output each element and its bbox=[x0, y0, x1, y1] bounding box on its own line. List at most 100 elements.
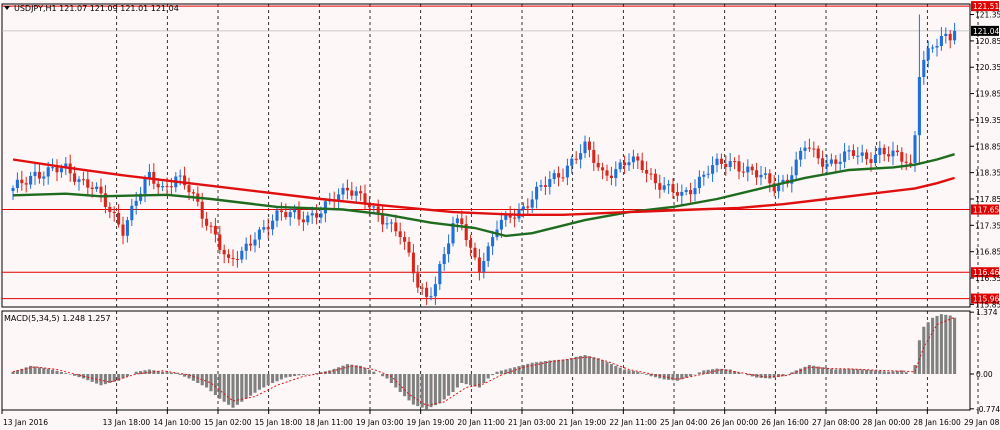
candle-body bbox=[706, 173, 710, 175]
price-label: 118.35 bbox=[975, 169, 1000, 178]
macd-info: MACD(5,34,5) 1.248 1.257 bbox=[4, 314, 111, 323]
candle-body bbox=[755, 170, 759, 178]
candle-body bbox=[363, 193, 367, 204]
candle-body bbox=[790, 175, 794, 184]
candle-body bbox=[482, 260, 486, 272]
candle-body bbox=[297, 210, 301, 220]
candle-body bbox=[777, 183, 781, 192]
candle-body bbox=[658, 183, 662, 190]
time-label: 28 Jan 00:00 bbox=[863, 418, 911, 427]
time-label: 21 Jan 19:00 bbox=[559, 418, 607, 427]
candle-body bbox=[451, 223, 455, 244]
candle-body bbox=[205, 218, 209, 226]
level-tag bbox=[971, 293, 999, 304]
candle-body bbox=[394, 222, 398, 232]
candle-body bbox=[130, 205, 134, 221]
price-label: 119.85 bbox=[975, 90, 1000, 99]
macd-indicator bbox=[11, 314, 957, 410]
time-label: 25 Jan 04:00 bbox=[660, 418, 708, 427]
time-label: 27 Jan 08:00 bbox=[812, 418, 860, 427]
level-tag-label: 116.46 bbox=[973, 268, 999, 277]
level-tag-label: 121.51 bbox=[973, 2, 999, 11]
candle-body bbox=[887, 154, 891, 157]
time-label: 19 Jan 03:00 bbox=[356, 418, 404, 427]
candle-body bbox=[460, 218, 464, 225]
candle-body bbox=[680, 191, 684, 196]
time-label: 20 Jan 11:00 bbox=[457, 418, 505, 427]
macd-signal-line bbox=[12, 316, 955, 407]
price-label: 115.85 bbox=[975, 300, 1000, 309]
dropdown-arrow-icon[interactable] bbox=[4, 6, 10, 10]
candle-body bbox=[95, 186, 99, 190]
candle-body bbox=[125, 220, 129, 236]
candle-body bbox=[469, 240, 473, 248]
candle-body bbox=[675, 192, 679, 196]
candle-body bbox=[359, 191, 363, 194]
candle-body bbox=[746, 166, 750, 173]
candle-body bbox=[433, 284, 437, 297]
price-label: 117.85 bbox=[975, 195, 1000, 204]
candle-body bbox=[526, 206, 530, 208]
candle-body bbox=[121, 224, 125, 236]
candle-body bbox=[477, 257, 481, 272]
macd-label: 1.374 bbox=[976, 308, 998, 317]
candle-body bbox=[90, 187, 94, 190]
candle-body bbox=[288, 212, 292, 218]
candle-body bbox=[693, 188, 697, 195]
level-tag bbox=[971, 267, 999, 278]
candle-body bbox=[530, 199, 534, 208]
candle-body bbox=[504, 213, 508, 220]
candle-body bbox=[684, 190, 688, 192]
ma-fast-line bbox=[12, 153, 955, 238]
candle-body bbox=[306, 215, 310, 223]
candle-body bbox=[719, 158, 723, 164]
candle-body bbox=[491, 237, 495, 247]
candle-body bbox=[869, 159, 873, 163]
candle-body bbox=[829, 159, 833, 164]
candle-body bbox=[561, 177, 565, 179]
time-label: 15 Jan 18:00 bbox=[255, 418, 303, 427]
time-label: 15 Jan 02:00 bbox=[204, 418, 252, 427]
candle-body bbox=[108, 206, 112, 212]
candle-body bbox=[169, 186, 173, 188]
candle-body bbox=[218, 234, 222, 250]
candle-body bbox=[865, 152, 869, 160]
candle-body bbox=[323, 201, 327, 214]
level-tag-label: 117.65 bbox=[973, 206, 999, 215]
candle-body bbox=[548, 179, 552, 187]
candle-body bbox=[55, 167, 59, 173]
candle-body bbox=[240, 250, 244, 260]
candle-body bbox=[51, 167, 55, 169]
candle-body bbox=[583, 141, 587, 154]
price-label: 120.85 bbox=[975, 37, 1000, 46]
candle-body bbox=[209, 225, 213, 227]
candle-body bbox=[781, 179, 785, 184]
candle-body bbox=[614, 169, 618, 179]
time-label: 29 Jan 08:00 bbox=[964, 418, 1000, 427]
candle-body bbox=[345, 187, 349, 191]
candle-body bbox=[112, 211, 116, 214]
candle-body bbox=[350, 190, 354, 196]
candle-body bbox=[662, 185, 666, 190]
candle-body bbox=[618, 162, 622, 170]
macd-label: -0.774 bbox=[976, 405, 1000, 414]
candle-body bbox=[816, 148, 820, 159]
candle-body bbox=[579, 153, 583, 160]
candle-body bbox=[605, 170, 609, 176]
candle-body bbox=[631, 156, 635, 163]
candle-body bbox=[389, 222, 393, 224]
candle-body bbox=[596, 162, 600, 168]
candle-body bbox=[403, 237, 407, 242]
candle-body bbox=[165, 186, 169, 188]
level-tag bbox=[971, 1, 999, 12]
candle-body bbox=[81, 179, 85, 181]
candle-body bbox=[750, 166, 754, 171]
candle-body bbox=[794, 159, 798, 176]
candle-body bbox=[627, 162, 631, 166]
candle-body bbox=[543, 185, 547, 187]
time-label: 18 Jan 11:00 bbox=[305, 418, 353, 427]
candle-body bbox=[385, 223, 389, 225]
candle-body bbox=[231, 257, 235, 260]
candle-body bbox=[878, 147, 882, 155]
